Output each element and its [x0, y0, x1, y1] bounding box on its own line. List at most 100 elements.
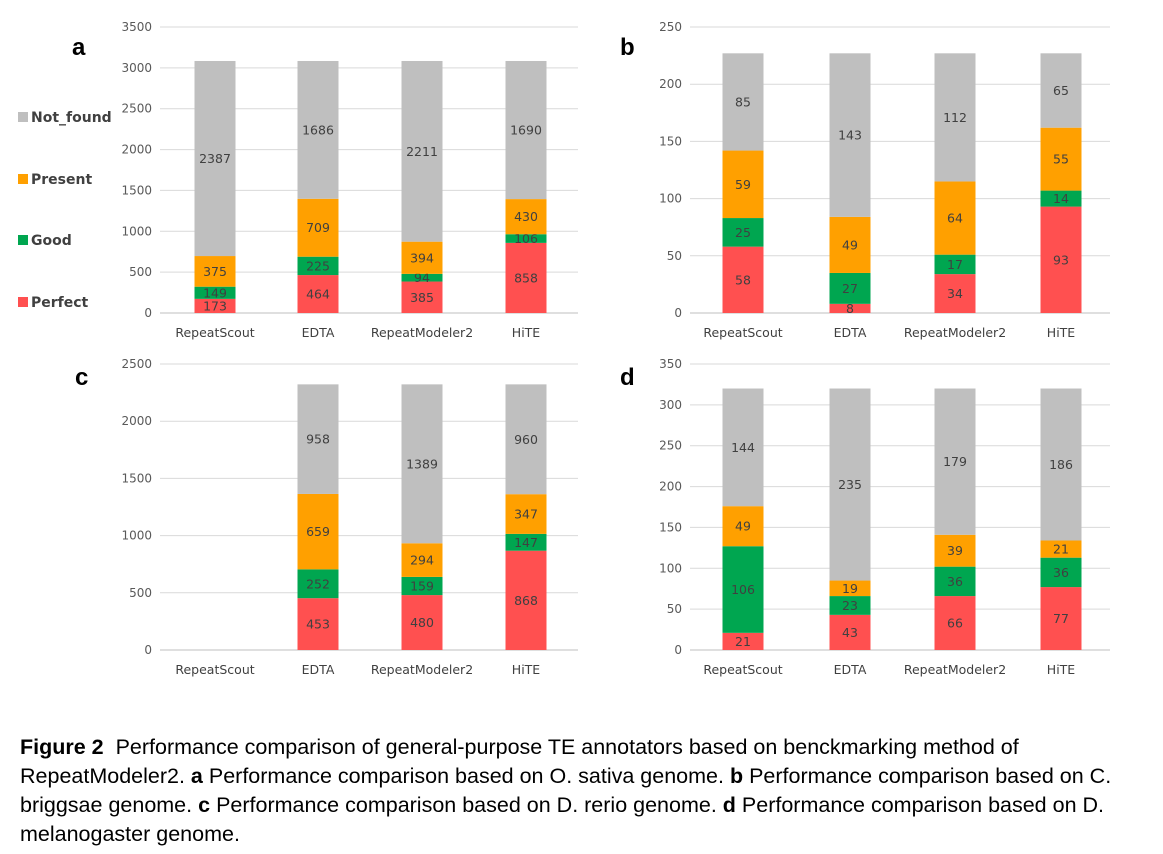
caption-lead: Performance comparison of general-purpos… — [20, 735, 1019, 788]
bar-segment-not-found — [401, 384, 443, 544]
y-tick-label: 2500 — [121, 102, 152, 116]
x-category-label: HiTE — [1047, 325, 1076, 340]
y-tick-label: 2000 — [121, 143, 152, 157]
data-label: 294 — [410, 553, 434, 568]
panel-letter-b: b — [620, 34, 635, 61]
data-label: 179 — [943, 454, 967, 469]
data-label: 252 — [306, 576, 330, 591]
chart-panel-d: d 0 50 100 150 200 250 300 350 RepeatScout EDTA Rep… — [620, 357, 1110, 677]
y-tick-label: 500 — [129, 586, 152, 600]
x-category-label: HiTE — [512, 325, 541, 340]
y-tick-label: 1000 — [121, 224, 152, 238]
bar-segment-not-found — [297, 60, 339, 199]
panel-letter-c: c — [75, 364, 88, 391]
y-tick-label: 150 — [659, 520, 682, 534]
data-label: 14 — [1053, 191, 1069, 206]
bar-segment-good — [194, 286, 236, 299]
y-tick-label: 1500 — [121, 471, 152, 485]
bar-segment-good — [297, 569, 339, 599]
data-label: 868 — [514, 593, 538, 608]
data-label: 480 — [410, 615, 434, 630]
data-label: 17 — [947, 257, 963, 272]
bar-segment-present — [401, 543, 443, 577]
x-category-label: HiTE — [1047, 662, 1076, 677]
data-label: 453 — [306, 617, 330, 632]
data-label: 858 — [514, 270, 538, 285]
data-label: 93 — [1053, 252, 1069, 267]
bar-segment-perfect — [505, 550, 547, 650]
x-category-label: RepeatScout — [703, 325, 782, 340]
data-label: 144 — [731, 440, 755, 455]
y-tick-label: 200 — [659, 480, 682, 494]
bar-segment-not-found — [934, 53, 976, 182]
bar-segment-good — [722, 218, 764, 247]
legend-swatch-good — [18, 235, 28, 245]
bar-segment-not-found — [829, 53, 871, 217]
bar-segment-present — [934, 534, 976, 567]
bar-segment-perfect — [401, 281, 443, 313]
panel-letter-d: d — [620, 364, 635, 391]
data-label: 159 — [410, 578, 434, 593]
data-label: 235 — [838, 477, 862, 492]
x-category-label: HiTE — [512, 662, 541, 677]
caption-text-b: Performance comparison based on C. brigg… — [20, 764, 1112, 817]
data-label: 8 — [846, 301, 854, 316]
data-label: 149 — [203, 285, 227, 300]
caption-letter-a: a — [190, 764, 203, 788]
data-label: 85 — [735, 94, 751, 109]
y-tick-label: 300 — [659, 398, 682, 412]
data-label: 430 — [514, 209, 538, 224]
x-category-label: RepeatModeler2 — [904, 325, 1006, 340]
data-label: 58 — [735, 272, 751, 287]
data-label: 1389 — [406, 456, 438, 471]
y-tick-label: 1500 — [121, 183, 152, 197]
bar-segment-present — [505, 199, 547, 235]
legend-swatch-present — [18, 174, 28, 184]
bar-segment-present — [722, 506, 764, 547]
caption-letter-d: d — [722, 793, 736, 817]
data-label: 143 — [838, 128, 862, 143]
data-label: 64 — [947, 211, 963, 226]
bar-segment-not-found — [297, 384, 339, 494]
data-label: 25 — [735, 225, 751, 240]
data-label: 394 — [410, 250, 434, 265]
bar-segment-present — [194, 256, 236, 287]
y-tick-label: 500 — [129, 265, 152, 279]
caption-text-c: Performance comparison based on D. rerio… — [216, 793, 717, 817]
bar-segment-good — [934, 566, 976, 597]
data-label: 1690 — [510, 123, 542, 138]
legend-swatch-not-found — [18, 112, 28, 122]
chart-panel-a: a 0 500 1000 1500 2000 2500 3000 3500 RepeatScout… — [72, 20, 578, 340]
bar-segment-present — [297, 198, 339, 257]
bar-segment-not-found — [1040, 53, 1082, 128]
data-label: 23 — [842, 598, 858, 613]
bar-segment-perfect — [722, 632, 764, 650]
chart-panel-c: c 0 500 1000 1500 2000 2500 RepeatScout EDTA Repe… — [75, 357, 578, 677]
bar-segment-good — [401, 273, 443, 282]
legend-label: Good — [31, 233, 72, 249]
y-tick-label: 1000 — [121, 529, 152, 543]
x-category-label: RepeatScout — [175, 662, 254, 677]
data-label: 958 — [306, 432, 330, 447]
data-label: 59 — [735, 177, 751, 192]
caption-figure-label: Figure 2 — [20, 735, 104, 759]
bar-segment-perfect — [401, 595, 443, 650]
y-tick-label: 2000 — [121, 414, 152, 428]
data-label: 464 — [306, 287, 330, 302]
data-label: 39 — [947, 543, 963, 558]
bar-segment-good — [297, 256, 339, 276]
chart-panel-b: b 0 50 100 150 200 250 RepeatScout EDTA RepeatMod… — [620, 20, 1110, 340]
x-category-label: EDTA — [834, 662, 867, 677]
y-tick-label: 3000 — [121, 61, 152, 75]
data-label: 960 — [514, 432, 538, 447]
data-label: 19 — [842, 581, 858, 596]
data-label: 49 — [842, 237, 858, 252]
bar-segment-not-found — [722, 388, 764, 507]
x-category-label: RepeatScout — [175, 325, 254, 340]
data-label: 36 — [947, 574, 963, 589]
data-label: 77 — [1053, 611, 1069, 626]
y-tick-label: 50 — [667, 249, 682, 263]
y-tick-label: 250 — [659, 20, 682, 34]
x-category-label: RepeatModeler2 — [371, 662, 473, 677]
bar-segment-perfect — [934, 274, 976, 313]
